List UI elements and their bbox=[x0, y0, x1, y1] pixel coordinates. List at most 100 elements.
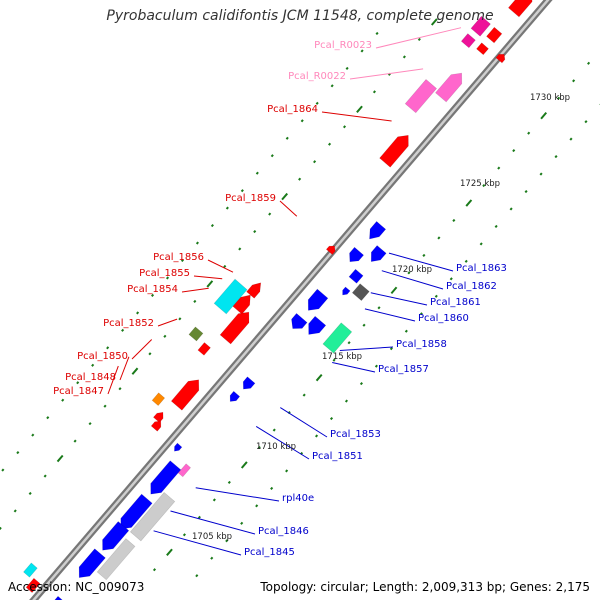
label-leader-line bbox=[170, 510, 256, 535]
tick-mark bbox=[253, 229, 257, 234]
tick-mark bbox=[76, 381, 80, 385]
tick-mark bbox=[88, 422, 92, 426]
tick-mark bbox=[587, 61, 591, 65]
scale-label: 1730 kbp bbox=[530, 93, 570, 103]
gene-feature bbox=[232, 294, 251, 315]
tick-mark bbox=[56, 454, 64, 463]
accession-text: Accession: NC_009073 bbox=[8, 580, 145, 594]
gene-feature bbox=[150, 420, 162, 432]
label-leader-line bbox=[381, 270, 444, 290]
tick-mark bbox=[390, 286, 398, 295]
gene-feature bbox=[170, 379, 200, 411]
tick-mark bbox=[148, 352, 152, 356]
tick-mark bbox=[298, 177, 302, 181]
label-leader-line bbox=[153, 530, 242, 556]
tick-mark bbox=[206, 280, 214, 288]
tick-mark bbox=[330, 84, 334, 88]
tick-mark bbox=[180, 258, 185, 263]
label-leader-line bbox=[193, 275, 223, 280]
gene-label: Pcal_1859 bbox=[225, 193, 276, 204]
scale-label: 1725 kbp bbox=[460, 179, 500, 189]
label-leader-line bbox=[279, 200, 298, 217]
tick-mark bbox=[210, 556, 214, 560]
label-leader-line bbox=[255, 425, 310, 460]
tick-mark bbox=[512, 149, 516, 153]
label-leader-line bbox=[280, 407, 328, 438]
tick-mark bbox=[377, 306, 381, 310]
tick-mark bbox=[240, 189, 244, 193]
gene-feature bbox=[495, 53, 506, 64]
scale-label: 1715 kbp bbox=[322, 352, 362, 362]
gene-label: Pcal_1851 bbox=[312, 451, 363, 462]
tick-mark bbox=[494, 224, 498, 228]
label-leader-line bbox=[388, 252, 454, 272]
scale-label: 1710 kbp bbox=[256, 442, 296, 452]
tick-mark bbox=[419, 312, 423, 316]
tick-mark bbox=[329, 416, 334, 421]
gene-label: Pcal_R0023 bbox=[314, 40, 372, 51]
tick-mark bbox=[238, 247, 242, 251]
gene-feature bbox=[369, 220, 387, 240]
gene-feature bbox=[470, 15, 491, 37]
backbone-highlight bbox=[32, 0, 550, 600]
tick-mark bbox=[257, 445, 261, 450]
tick-mark bbox=[524, 189, 528, 194]
tick-mark bbox=[197, 515, 201, 519]
gene-feature bbox=[460, 33, 476, 49]
tick-mark bbox=[225, 539, 229, 543]
gene-feature bbox=[291, 312, 308, 329]
tick-mark bbox=[540, 112, 548, 120]
tick-mark bbox=[372, 90, 376, 94]
gene-feature bbox=[188, 326, 204, 342]
gene-feature bbox=[322, 322, 353, 354]
tick-mark bbox=[359, 382, 363, 386]
gene-feature bbox=[404, 78, 438, 114]
gene-feature bbox=[351, 283, 370, 302]
tick-mark bbox=[437, 236, 441, 240]
label-leader-line bbox=[375, 27, 462, 49]
tick-mark bbox=[131, 367, 139, 375]
tick-mark bbox=[91, 363, 95, 367]
tick-mark bbox=[402, 55, 406, 59]
label-leader-line bbox=[364, 308, 416, 322]
scale-labels: 1705 kbp 1710 kbp 1715 kbp 1720 kbp 1725 kbp… bbox=[192, 93, 570, 542]
tick-mark bbox=[1, 468, 5, 472]
tick-mark bbox=[165, 276, 170, 280]
tick-mark bbox=[193, 299, 197, 303]
gene-feature bbox=[342, 286, 351, 296]
tick-mark bbox=[479, 242, 483, 246]
tick-mark bbox=[240, 521, 244, 525]
gene-label: Pcal_1848 bbox=[65, 372, 116, 383]
tick-mark bbox=[281, 192, 289, 201]
gene-feature bbox=[23, 562, 38, 578]
tick-mark bbox=[347, 341, 351, 345]
tick-mark bbox=[223, 264, 227, 269]
tick-mark bbox=[314, 434, 319, 438]
gene-label: Pcal_1860 bbox=[418, 313, 469, 324]
tick-mark bbox=[272, 428, 276, 432]
tick-mark bbox=[497, 166, 501, 170]
gene-feature bbox=[120, 493, 153, 530]
tick-mark bbox=[182, 533, 186, 537]
tick-mark bbox=[452, 218, 456, 223]
tick-mark bbox=[118, 387, 122, 391]
gene-label: Pcal_1852 bbox=[103, 318, 154, 329]
gene-feature bbox=[246, 282, 262, 299]
tick-mark bbox=[178, 317, 182, 321]
tick-mark bbox=[374, 364, 378, 368]
gene-label: rpl40e bbox=[282, 493, 314, 504]
tick-mark bbox=[210, 224, 214, 228]
gene-feature bbox=[370, 245, 387, 262]
tick-mark bbox=[61, 398, 65, 402]
tick-mark bbox=[225, 206, 229, 210]
gene-label: Pcal_1862 bbox=[446, 281, 497, 292]
tick-mark bbox=[569, 137, 573, 141]
label-leader-line bbox=[339, 346, 394, 351]
tick-mark bbox=[557, 96, 561, 100]
tick-mark bbox=[482, 183, 486, 188]
tick-mark bbox=[150, 293, 155, 297]
gene-label: Pcal_1863 bbox=[456, 263, 507, 274]
tick-mark bbox=[464, 259, 468, 263]
gene-feature bbox=[219, 311, 250, 345]
